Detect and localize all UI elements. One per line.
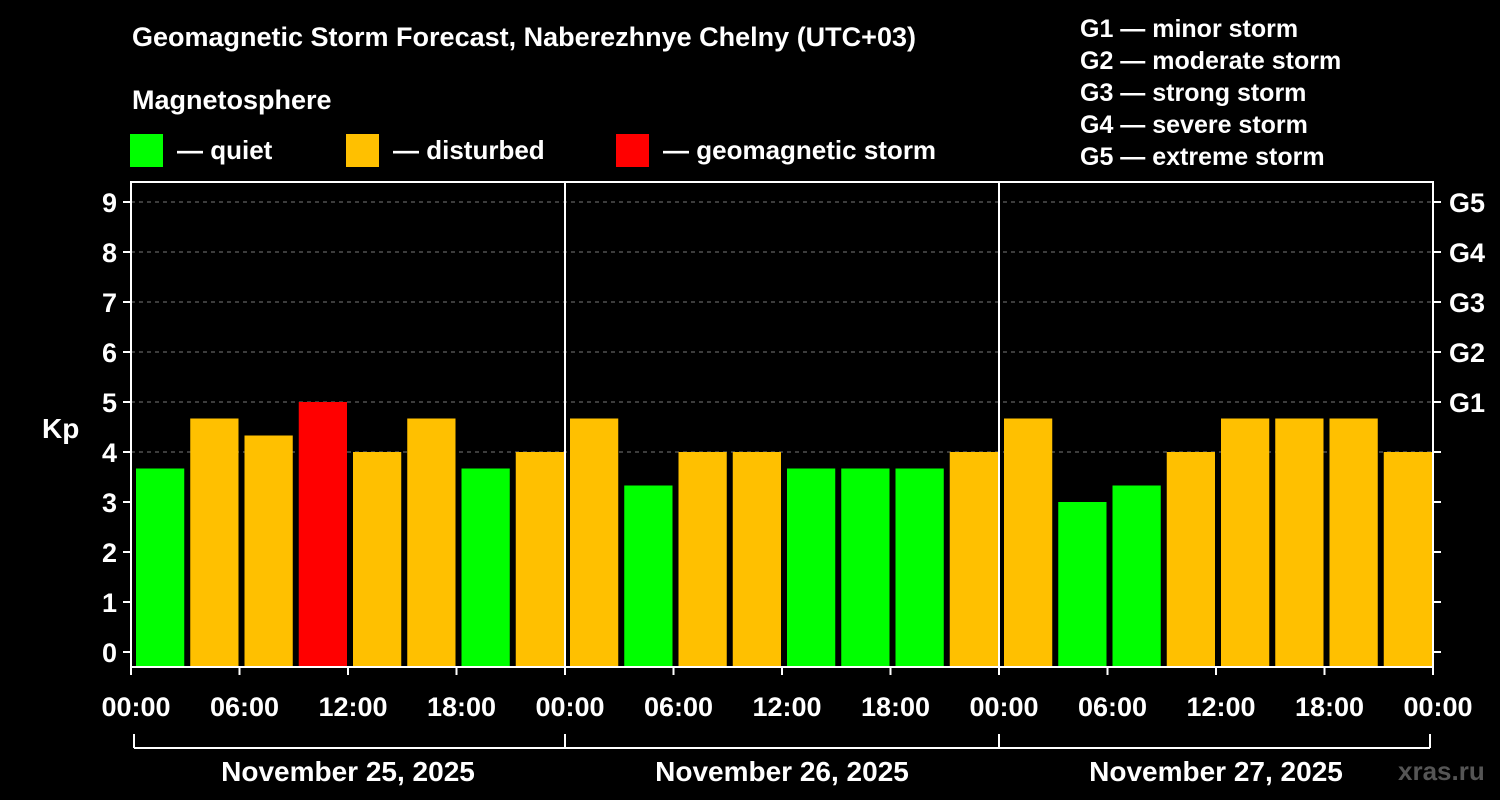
- day-label-3: November 27, 2025: [1089, 756, 1343, 787]
- x-tick-label-5: 00:00: [535, 692, 604, 722]
- day-label-1: November 25, 2025: [221, 756, 475, 787]
- watermark: xras.ru: [1398, 756, 1485, 786]
- bar-20: [1166, 452, 1215, 667]
- bar-7: [461, 468, 510, 667]
- y-tick-label-3: 3: [102, 488, 117, 518]
- y-tick-label-4: 4: [102, 438, 117, 468]
- bar-2: [190, 418, 239, 667]
- bar-8: [515, 452, 564, 667]
- bar-19: [1112, 485, 1161, 667]
- y-tick-label-2: 2: [102, 538, 117, 568]
- y-tick-label-1: 1: [102, 588, 117, 618]
- g-tick-label-g1: G1: [1449, 388, 1485, 418]
- bar-4: [298, 402, 347, 667]
- y-tick-label-8: 8: [102, 238, 117, 268]
- bar-6: [407, 418, 456, 667]
- g-scale-item-g4: G4 — severe storm: [1080, 111, 1308, 139]
- y-tick-label-5: 5: [102, 388, 117, 418]
- bar-5: [353, 452, 402, 667]
- bar-12: [732, 452, 781, 667]
- bar-21: [1221, 418, 1270, 667]
- legend-swatch-storm: [616, 133, 649, 167]
- bar-18: [1058, 502, 1107, 667]
- x-tick-label-7: 12:00: [752, 692, 821, 722]
- x-tick-label-2: 06:00: [210, 692, 279, 722]
- bar-24: [1383, 452, 1432, 667]
- legend-item-storm: — geomagnetic storm: [616, 132, 936, 168]
- x-tick-label-10: 06:00: [1078, 692, 1147, 722]
- bar-22: [1275, 418, 1324, 667]
- x-tick-label-12: 18:00: [1295, 692, 1364, 722]
- bar-11: [678, 452, 727, 667]
- magnetosphere-label: Magnetosphere: [132, 85, 332, 115]
- g-tick-label-g2: G2: [1449, 338, 1485, 368]
- x-tick-label-4: 18:00: [427, 692, 496, 722]
- legend-item-quiet: — quiet: [130, 132, 272, 168]
- y-tick-label-0: 0: [102, 638, 117, 668]
- bar-14: [841, 468, 890, 667]
- g-scale-item-g1: G1 — minor storm: [1080, 15, 1299, 43]
- x-tick-label-11: 12:00: [1186, 692, 1255, 722]
- bar-13: [787, 468, 836, 667]
- legend-swatch-disturbed: [346, 133, 379, 167]
- x-tick-label-8: 18:00: [861, 692, 930, 722]
- bar-16: [949, 452, 998, 667]
- g-scale-item-g5: G5 — extreme storm: [1080, 143, 1325, 171]
- y-axis-label: Kp: [42, 413, 79, 444]
- bar-10: [624, 485, 673, 667]
- x-tick-label-13: 00:00: [1403, 692, 1472, 722]
- g-tick-label-g5: G5: [1449, 188, 1485, 218]
- bar-1: [136, 468, 185, 667]
- bar-3: [244, 435, 293, 667]
- bar-23: [1329, 418, 1378, 667]
- y-tick-label-9: 9: [102, 188, 117, 218]
- legend-label-quiet: — quiet: [177, 134, 273, 165]
- g-scale-legend: G1 — minor storm G2 — moderate storm G3 …: [1080, 13, 1341, 173]
- day-label-2: November 26, 2025: [655, 756, 909, 787]
- y-tick-label-7: 7: [102, 288, 117, 318]
- bar-17: [1004, 418, 1053, 667]
- legend-label-storm: — geomagnetic storm: [663, 134, 937, 165]
- g-scale-item-g2: G2 — moderate storm: [1080, 47, 1342, 75]
- y-tick-label-6: 6: [102, 338, 117, 368]
- x-tick-label-1: 00:00: [101, 692, 170, 722]
- g-tick-label-g4: G4: [1449, 238, 1485, 268]
- bar-9: [570, 418, 619, 667]
- chart-title: Geomagnetic Storm Forecast, Naberezhnye …: [132, 22, 916, 52]
- legend-label-disturbed: — disturbed: [393, 134, 545, 165]
- g-scale-item-g3: G3 — strong storm: [1080, 79, 1307, 107]
- x-tick-label-3: 12:00: [318, 692, 387, 722]
- legend-item-disturbed: — disturbed: [346, 132, 545, 168]
- g-tick-label-g3: G3: [1449, 288, 1485, 318]
- x-tick-label-6: 06:00: [644, 692, 713, 722]
- x-tick-label-9: 00:00: [969, 692, 1038, 722]
- legend-swatch-quiet: [130, 133, 163, 167]
- bar-15: [895, 468, 944, 667]
